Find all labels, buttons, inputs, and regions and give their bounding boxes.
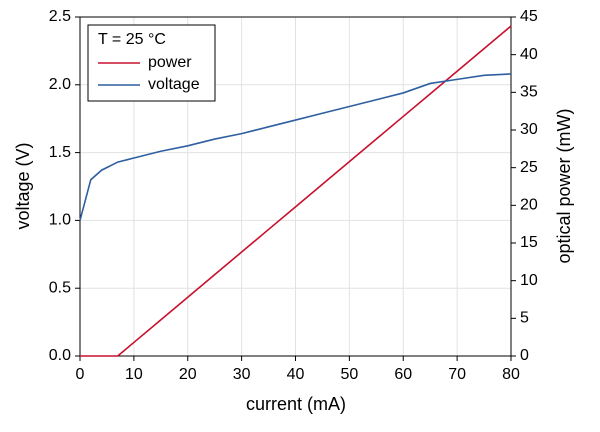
x-tick-label: 80 — [502, 366, 520, 383]
legend-label: power — [148, 54, 192, 71]
y-tick-label: 1.0 — [49, 212, 71, 229]
plot-frame — [79, 16, 512, 357]
data-line — [79, 73, 512, 221]
y-axis-label: voltage (V) — [13, 142, 33, 229]
y2-tick-label: 45 — [520, 8, 538, 25]
legend-title: T = 25 °C — [98, 31, 166, 48]
y-tick-label: 2.0 — [49, 76, 71, 93]
y2-tick-label: 0 — [520, 347, 529, 364]
x-tick-label: 20 — [179, 366, 197, 383]
data-line — [80, 25, 512, 357]
y2-tick-label: 30 — [520, 121, 538, 138]
x-tick-label: 10 — [125, 366, 143, 383]
y-tick-label: 0.5 — [49, 279, 71, 296]
x-tick-label: 0 — [76, 366, 85, 383]
y2-tick-label: 10 — [520, 272, 538, 289]
x-tick-label: 50 — [340, 366, 358, 383]
y2-tick-label: 15 — [520, 234, 538, 251]
y2-axis-label: optical power (mW) — [554, 108, 574, 263]
y2-tick-label: 25 — [520, 159, 538, 176]
y-tick-label: 1.5 — [49, 144, 71, 161]
x-tick-label: 30 — [233, 366, 251, 383]
x-axis-label: current (mA) — [246, 394, 346, 414]
y-tick-label: 2.5 — [49, 8, 71, 25]
y-tick-label: 0.0 — [49, 347, 71, 364]
x-tick-label: 60 — [394, 366, 412, 383]
x-tick-label: 40 — [287, 366, 305, 383]
legend-label: voltage — [148, 76, 200, 93]
y2-tick-label: 5 — [520, 310, 529, 327]
y2-tick-label: 40 — [520, 46, 538, 63]
x-tick-label: 70 — [448, 366, 466, 383]
y2-tick-label: 35 — [520, 84, 538, 101]
y2-tick-label: 20 — [520, 197, 538, 214]
